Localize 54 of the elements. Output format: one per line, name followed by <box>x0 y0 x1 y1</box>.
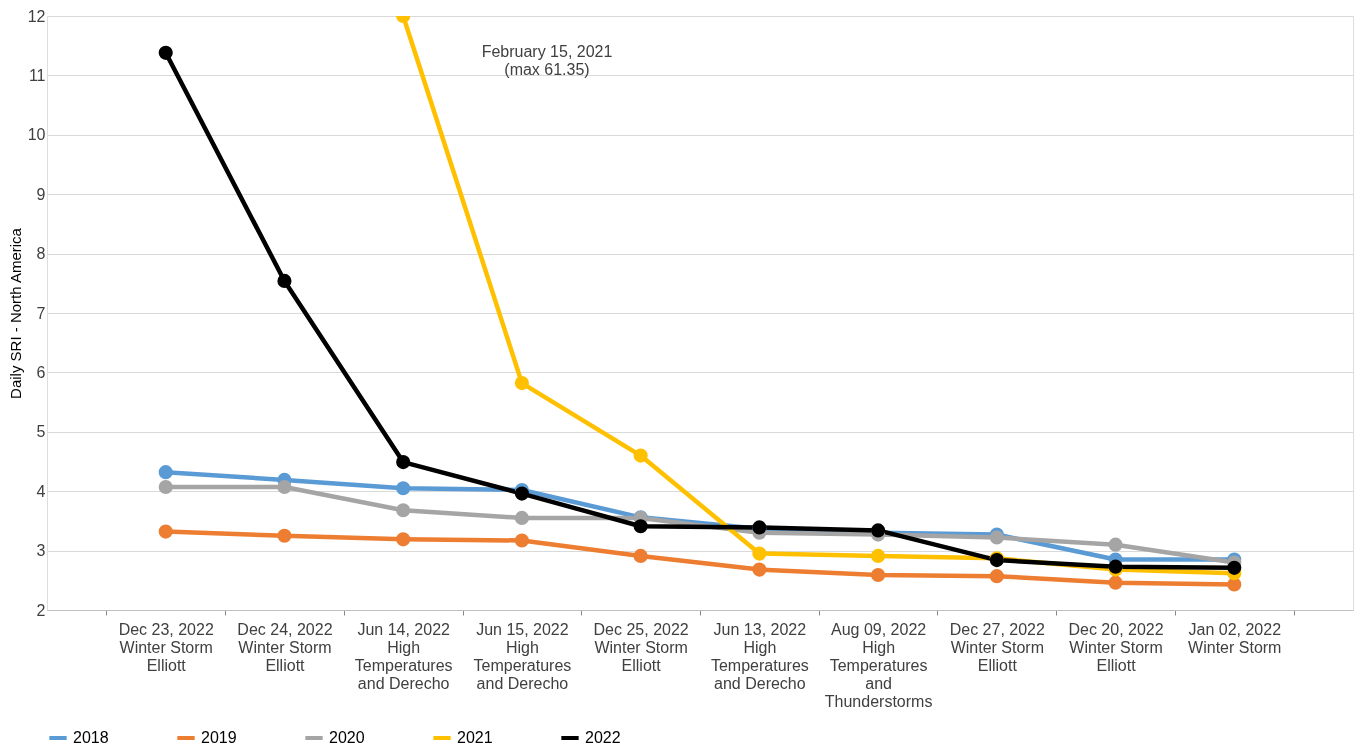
annotation: February 15, 2021 (max 61.35) <box>481 43 613 78</box>
y-tick-label: 9 <box>36 185 46 203</box>
legend-label: 2021 <box>457 729 493 746</box>
point <box>752 546 767 561</box>
x-tick-label: Dec 23, 2022 Winter Storm Elliott <box>118 620 214 674</box>
point <box>633 448 648 463</box>
point <box>396 532 411 547</box>
x-tick-label: Dec 20, 2022 Winter Storm Elliott <box>1068 620 1164 674</box>
y-tick-label: 5 <box>36 423 46 441</box>
legend-label: 2019 <box>201 729 237 746</box>
point <box>514 376 529 391</box>
x-tick-label: Dec 25, 2022 Winter Storm Elliott <box>593 620 689 674</box>
point <box>1227 560 1242 575</box>
point <box>158 479 173 495</box>
point <box>633 519 648 534</box>
point <box>158 524 173 539</box>
x-tick-label: Jun 14, 2022 High Temperatures and Derecho <box>354 620 453 692</box>
point <box>633 548 648 563</box>
point <box>277 528 292 543</box>
legend-label: 2022 <box>585 729 621 746</box>
y-tick-label: 12 <box>27 7 46 25</box>
legend-label: 2020 <box>329 729 365 746</box>
x-tick-label: Dec 27, 2022 Winter Storm Elliott <box>949 620 1046 674</box>
point <box>1108 575 1123 590</box>
point <box>514 486 529 501</box>
point <box>871 548 886 563</box>
point <box>277 273 292 288</box>
y-tick-label: 7 <box>36 304 46 322</box>
x-tick-label: Jun 13, 2022 High Temperatures and Derecho <box>710 620 809 692</box>
point <box>1108 537 1123 552</box>
point <box>396 481 411 496</box>
x-tick-label: Aug 09, 2022 High Temperatures and Thunderstorms <box>824 620 933 710</box>
point <box>871 567 886 583</box>
x-tick-label: Jun 15, 2022 High Temperatures and Derecho <box>473 620 572 692</box>
y-tick-label: 11 <box>28 66 46 84</box>
point <box>514 510 529 525</box>
point <box>396 455 411 470</box>
point <box>277 479 292 495</box>
legend-label: 2018 <box>73 729 109 746</box>
point <box>989 569 1004 584</box>
x-tick-label: Dec 24, 2022 Winter Storm Elliott <box>237 620 333 674</box>
x-tick-label: Jan 02, 2022 Winter Storm <box>1188 620 1282 656</box>
y-tick-label: 10 <box>27 126 46 144</box>
point <box>752 562 767 577</box>
point <box>396 503 411 518</box>
point <box>158 45 173 60</box>
y-tick-label: 4 <box>36 482 46 500</box>
y-tick-label: 8 <box>36 245 46 263</box>
y-tick-label: 2 <box>36 601 46 619</box>
y-axis-title: Daily SRI - North America <box>6 227 24 399</box>
y-tick-label: 6 <box>36 363 46 381</box>
point <box>514 533 529 548</box>
point <box>158 465 173 480</box>
y-tick-label: 3 <box>36 542 46 560</box>
